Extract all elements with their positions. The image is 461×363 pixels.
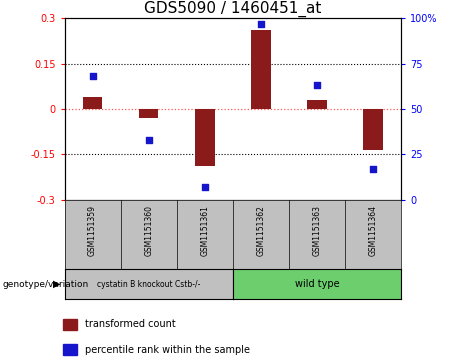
Text: GSM1151360: GSM1151360 — [144, 205, 153, 256]
Bar — [195, 109, 214, 166]
Point — [89, 73, 96, 79]
Text: percentile rank within the sample: percentile rank within the sample — [85, 345, 250, 355]
Text: GSM1151363: GSM1151363 — [313, 205, 321, 256]
Point — [257, 21, 265, 26]
Point — [201, 184, 208, 190]
Point — [313, 82, 321, 88]
Bar — [63, 319, 77, 330]
Bar — [139, 109, 159, 118]
Point — [145, 137, 152, 143]
Bar — [63, 344, 77, 355]
Text: GSM1151364: GSM1151364 — [368, 205, 378, 256]
Text: cystatin B knockout Cstb-/-: cystatin B knockout Cstb-/- — [97, 280, 201, 289]
Title: GDS5090 / 1460451_at: GDS5090 / 1460451_at — [144, 1, 321, 17]
Text: transformed count: transformed count — [85, 319, 176, 329]
Bar — [307, 100, 327, 109]
Text: GSM1151362: GSM1151362 — [256, 205, 266, 256]
Text: GSM1151361: GSM1151361 — [200, 205, 209, 256]
Point — [369, 166, 377, 172]
Text: ▶: ▶ — [53, 279, 60, 289]
Bar — [363, 109, 383, 150]
Text: GSM1151359: GSM1151359 — [88, 205, 97, 256]
Text: genotype/variation: genotype/variation — [2, 280, 89, 289]
Bar — [83, 97, 102, 109]
Text: wild type: wild type — [295, 279, 339, 289]
Bar — [251, 30, 271, 109]
